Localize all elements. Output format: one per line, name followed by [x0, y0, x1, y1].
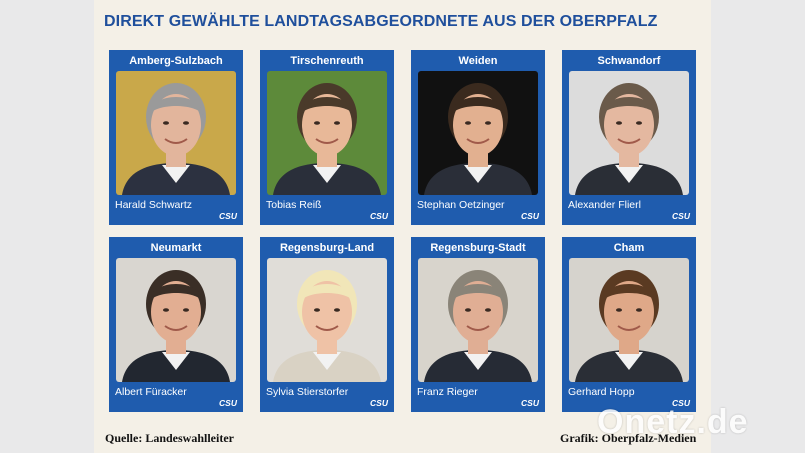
- portrait-photo: [116, 258, 236, 382]
- card-party-label: CSU: [521, 211, 539, 221]
- portrait-photo: [418, 258, 538, 382]
- card-deputy-name: Franz Rieger: [417, 386, 478, 398]
- card-party-label: CSU: [672, 398, 690, 408]
- card-deputy-name: Sylvia Stierstorfer: [266, 386, 349, 398]
- source-note: Quelle: Landeswahlleiter: [105, 431, 234, 445]
- portrait-photo: [267, 71, 387, 195]
- card-deputy-name: Gerhard Hopp: [568, 386, 635, 398]
- portrait-photo: [418, 71, 538, 195]
- card-deputy-name: Tobias Reiß: [266, 199, 322, 211]
- card-region-label: Neumarkt: [150, 242, 202, 254]
- deputy-card-regensburg-land: Regensburg-Land Sylvia Stierstorfer CSU: [260, 237, 394, 412]
- card-deputy-name: Stephan Oetzinger: [417, 199, 505, 211]
- graphic-credit: Grafik: Oberpfalz-Medien: [560, 431, 697, 445]
- portrait-photo: [267, 258, 387, 382]
- portrait-photo: [569, 258, 689, 382]
- card-region-label: Weiden: [458, 55, 498, 67]
- deputy-card-regensburg-stadt: Regensburg-Stadt Franz Rieger CSU: [411, 237, 545, 412]
- card-party-label: CSU: [370, 398, 388, 408]
- card-deputy-name: Albert Füracker: [115, 386, 187, 398]
- deputy-card-weiden: Weiden Stephan Oetzinger CSU: [411, 50, 545, 225]
- portrait-photo: [116, 71, 236, 195]
- deputy-card-schwandorf: Schwandorf Alexander Flierl CSU: [562, 50, 696, 225]
- card-party-label: CSU: [370, 211, 388, 221]
- card-region-label: Cham: [613, 242, 645, 254]
- deputy-card-neumarkt: Neumarkt Albert Füracker CSU: [109, 237, 243, 412]
- page-title: DIREKT GEWÄHLTE LANDTAGSABGEORDNETE AUS …: [104, 13, 658, 30]
- site-watermark: Onetz.de: [597, 403, 749, 441]
- deputy-card-cham: Cham Gerhard Hopp CSU: [562, 237, 696, 412]
- card-region-label: Amberg-Sulzbach: [129, 55, 223, 67]
- card-party-label: CSU: [672, 211, 690, 221]
- card-region-label: Tirschenreuth: [290, 55, 364, 67]
- card-deputy-name: Harald Schwartz: [115, 199, 193, 211]
- deputy-card-tirschenreuth: Tirschenreuth Tobias Reiß CSU: [260, 50, 394, 225]
- card-region-label: Regensburg-Land: [279, 242, 375, 254]
- deputy-card-amberg-sulzbach: Amberg-Sulzbach Harald Schwartz CSU: [109, 50, 243, 225]
- card-party-label: CSU: [219, 398, 237, 408]
- card-party-label: CSU: [521, 398, 539, 408]
- card-party-label: CSU: [219, 211, 237, 221]
- portrait-photo: [569, 71, 689, 195]
- card-deputy-name: Alexander Flierl: [568, 199, 641, 211]
- infographic-panel: DIREKT GEWÄHLTE LANDTAGSABGEORDNETE AUS …: [94, 0, 711, 453]
- card-region-label: Regensburg-Stadt: [430, 242, 526, 254]
- card-region-label: Schwandorf: [597, 55, 661, 67]
